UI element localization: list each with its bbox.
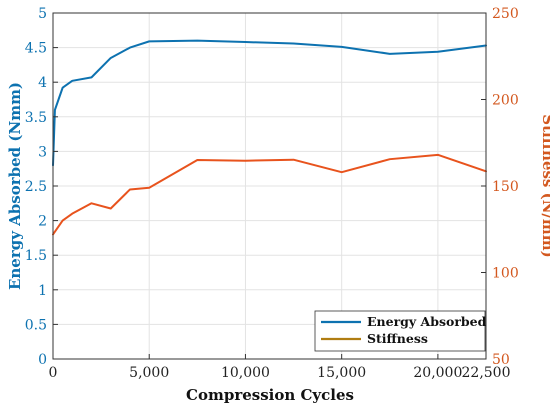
y-axis-right-title: Stiffness (N/mm) — [539, 114, 550, 257]
x-axis-title: Compression Cycles — [186, 386, 354, 404]
x-tick-label: 10,000 — [221, 365, 270, 381]
y-left-tick-label: 0 — [38, 352, 47, 368]
series-line-energy-absorbed — [52, 39, 487, 167]
grid — [52, 12, 487, 360]
x-tick-label: 0 — [49, 365, 58, 381]
series-group — [52, 39, 487, 236]
y-left-tick-label: 2 — [38, 214, 47, 230]
series-line-stiffness — [52, 153, 487, 236]
y-left-tick-label: 4 — [38, 75, 47, 91]
x-tick-label: 5,000 — [129, 365, 169, 381]
y-left-tick-label: 3 — [38, 144, 47, 160]
y-right-tick-label: 50 — [492, 352, 510, 368]
y-right-tick-label: 200 — [492, 93, 519, 109]
x-tick-label: 22,500 — [462, 365, 511, 381]
y-left-tick-label: 2.5 — [25, 179, 47, 195]
y-axis-left-title: Energy Absorbed (Nmm) — [6, 82, 24, 290]
y-left-tick-label: 1.5 — [25, 248, 47, 264]
y-left-tick-label: 3.5 — [25, 110, 47, 126]
y-left-tick-label: 0.5 — [25, 317, 47, 333]
x-tick-label: 20,000 — [413, 365, 462, 381]
legend-label-energy: Energy Absorbed — [367, 314, 487, 329]
y-right-tick-label: 250 — [492, 6, 519, 22]
legend: Energy Absorbed Stiffness — [314, 310, 487, 352]
y-left-tick-label: 5 — [38, 6, 47, 22]
y-right-tick-label: 150 — [492, 179, 519, 195]
x-tick-label: 15,000 — [317, 365, 366, 381]
legend-label-stiffness: Stiffness — [367, 331, 428, 346]
y-left-tick-label: 1 — [38, 283, 47, 299]
ticks: 0 5,000 10,000 15,000 20,000 22,500 0 0.5 1 1.5 2 2… — [25, 6, 519, 381]
y-left-tick-label: 4.5 — [25, 41, 47, 57]
y-right-tick-label: 100 — [492, 266, 519, 282]
legend-box — [314, 310, 486, 352]
